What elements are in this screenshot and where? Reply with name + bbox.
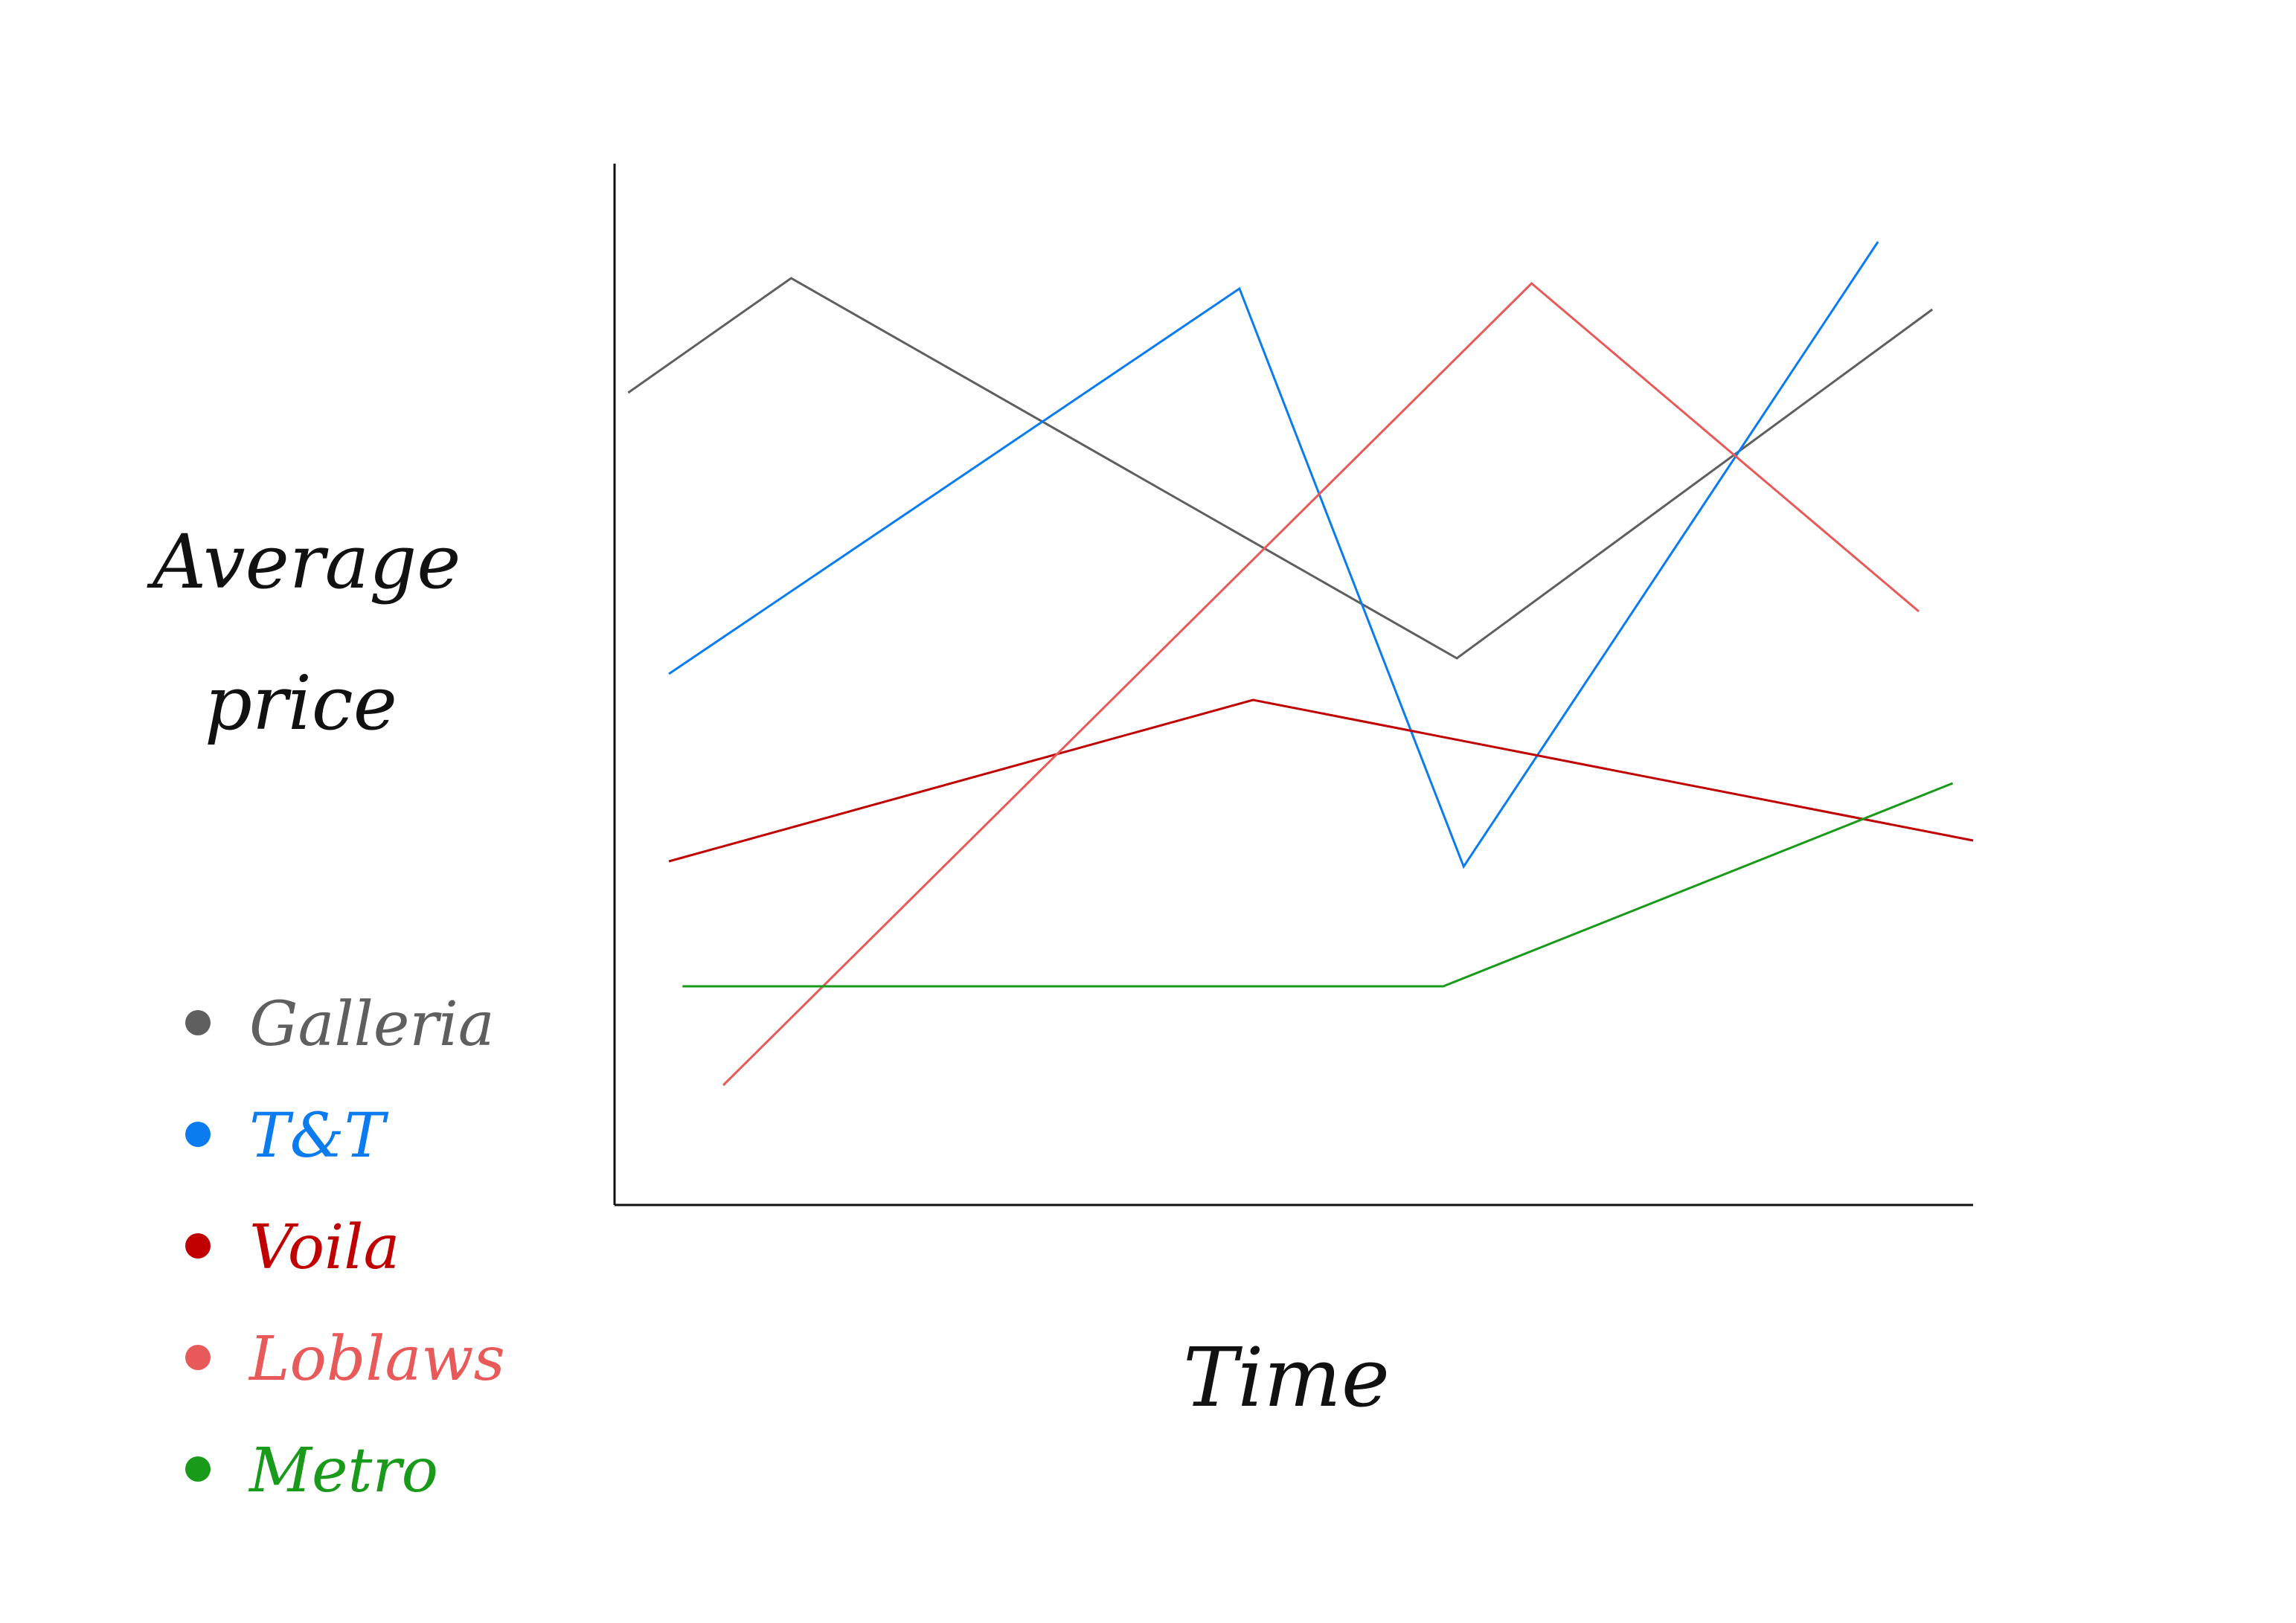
x-axis-label: Time bbox=[1183, 1330, 1390, 1425]
legend-marker-voila bbox=[185, 1233, 211, 1259]
legend-marker-galleria bbox=[185, 1010, 211, 1035]
legend-marker-t-t bbox=[185, 1122, 211, 1147]
y-axis-label-line-1: Average bbox=[147, 518, 461, 605]
legend-label-loblaws: Loblaws bbox=[248, 1324, 505, 1395]
legend-label-metro: Metro bbox=[248, 1436, 438, 1506]
series-layer bbox=[627, 241, 1974, 1087]
legend-marker-loblaws bbox=[185, 1345, 211, 1370]
series-line-voila bbox=[668, 698, 1974, 863]
legend-marker-metro bbox=[185, 1456, 211, 1482]
axes bbox=[613, 164, 1973, 1206]
legend-label-galleria: Galleria bbox=[249, 989, 495, 1060]
series-line-t-t bbox=[668, 241, 1879, 870]
y-axis-label-line-2: price bbox=[205, 660, 397, 747]
series-line-metro bbox=[682, 782, 1954, 988]
series-line-loblaws bbox=[722, 281, 1920, 1087]
series-line-galleria bbox=[627, 277, 1934, 660]
legend-label-voila: Voila bbox=[249, 1212, 400, 1283]
legend-label-t-t: T&T bbox=[249, 1101, 389, 1172]
legend: Galleria T&T Voila Loblaws Metro bbox=[185, 989, 505, 1506]
